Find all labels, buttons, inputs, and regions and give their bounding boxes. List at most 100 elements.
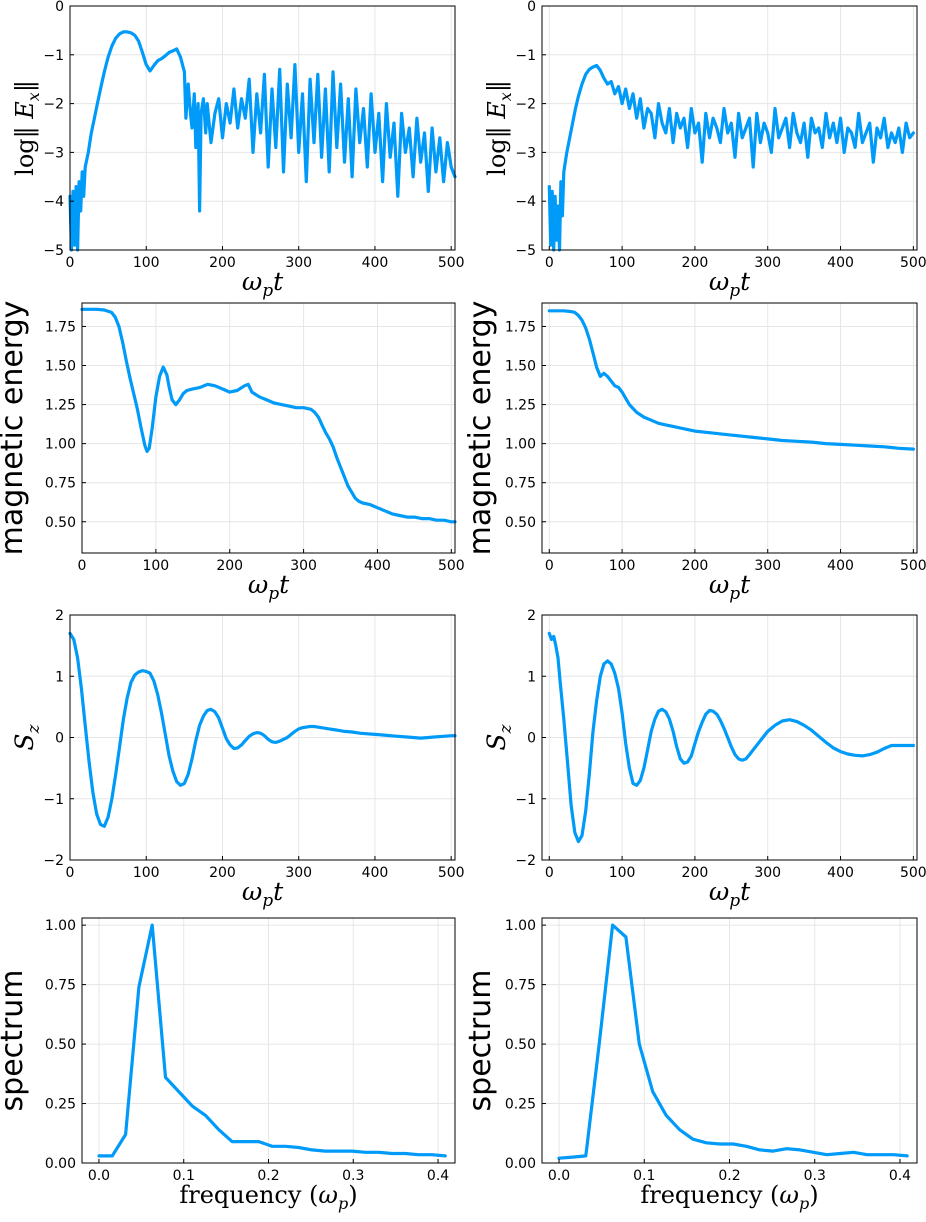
y-tick-label: 1.25 (505, 398, 536, 414)
series-line (547, 309, 915, 451)
chart-1-2: 0 100 200 300 400 500 −5 −4 −3 −2 −1 0 ωpt log‖ Ex‖ (483, 0, 926, 301)
x-axis-label: ωpt (709, 267, 751, 301)
x-axis-label: ωpt (242, 267, 284, 301)
x-tick-label: 0.2 (257, 1168, 279, 1184)
series-line (97, 923, 447, 1158)
x-tick-label: 500 (900, 255, 926, 271)
x-tick-label: 300 (754, 558, 781, 574)
x-tick-label: 200 (682, 255, 709, 271)
y-tick-label: −3 (43, 145, 64, 161)
x-axis-label: ωpt (242, 877, 284, 911)
x-tick-label: 200 (682, 558, 709, 574)
y-tick-label: −5 (515, 243, 536, 259)
chart-2-2: 0 100 200 300 400 500 0.50 0.75 1.00 1.25 1.50 1.75… (463, 301, 926, 604)
y-tick-label: 0.00 (45, 1156, 76, 1172)
x-tick-label: 0.1 (633, 1168, 655, 1184)
x-axis-label: frequency (ωp) (179, 1181, 357, 1213)
x-tick-label: 500 (438, 558, 465, 574)
series-line (68, 30, 457, 252)
y-tick-label: 1.75 (505, 319, 536, 335)
y-tick-label: 0.50 (45, 1037, 76, 1053)
x-tick-label: 0.0 (88, 1168, 110, 1184)
y-tick-label: −4 (515, 194, 536, 210)
series-line (557, 923, 909, 1160)
x-axis-label: ωpt (248, 570, 290, 604)
y-tick-label: 0.50 (505, 515, 536, 531)
series-line (68, 631, 457, 828)
y-tick-label: −4 (43, 194, 64, 210)
y-tick-label: −2 (43, 853, 64, 869)
chart-3-1: 0 100 200 300 400 500 −2 −1 0 1 2 ωpt Sz (10, 608, 465, 911)
y-tick-label: −5 (43, 243, 64, 259)
x-tick-label: 500 (438, 865, 465, 881)
y-axis-label: spectrum (0, 970, 30, 1112)
x-axis-label: ωpt (709, 570, 751, 604)
x-tick-label: 0.0 (548, 1168, 570, 1184)
y-tick-label: 0 (527, 731, 536, 747)
y-tick-label: 1.00 (505, 918, 536, 934)
x-tick-label: 100 (609, 255, 636, 271)
y-tick-label: 1.50 (45, 359, 76, 375)
x-tick-label: 500 (900, 865, 926, 881)
x-tick-label: 200 (209, 865, 236, 881)
y-axis-label: magnetic energy (0, 301, 30, 556)
y-tick-label: 1.50 (505, 359, 536, 375)
y-axis-label: log‖ Ex‖ (11, 80, 43, 176)
series-line (547, 63, 915, 252)
y-tick-label: 0.75 (45, 476, 76, 492)
x-tick-label: 500 (900, 558, 926, 574)
x-tick-label: 100 (142, 558, 169, 574)
x-tick-label: 0.3 (342, 1168, 364, 1184)
y-tick-label: 0 (55, 0, 64, 15)
x-tick-label: 400 (362, 865, 389, 881)
y-tick-label: 0.25 (505, 1097, 536, 1113)
y-tick-label: −1 (515, 48, 536, 64)
x-axis-label: frequency (ωp) (640, 1181, 818, 1213)
x-tick-label: 500 (438, 255, 465, 271)
plot-frame (541, 302, 918, 554)
plot-frame (69, 5, 456, 251)
y-tick-label: 2 (55, 608, 64, 624)
x-tick-label: 0 (78, 558, 87, 574)
y-tick-label: 2 (527, 608, 536, 624)
y-tick-label: −2 (43, 97, 64, 113)
x-tick-label: 100 (609, 865, 636, 881)
y-tick-label: 1 (55, 669, 64, 685)
y-tick-label: −2 (515, 97, 536, 113)
y-tick-label: 1.75 (45, 319, 76, 335)
series-line (547, 631, 915, 844)
chart-4-2: 0.0 0.1 0.2 0.3 0.4 0.00 0.25 0.50 0.75 1.00 frequ… (463, 917, 918, 1213)
y-tick-label: −1 (43, 48, 64, 64)
y-axis-label: magnetic energy (463, 301, 498, 556)
y-axis-label: Sz (482, 723, 516, 750)
x-tick-label: 300 (285, 865, 312, 881)
y-axis-label: log‖ Ex‖ (483, 80, 515, 176)
y-tick-label: 0.00 (505, 1156, 536, 1172)
x-tick-label: 300 (285, 255, 312, 271)
x-tick-label: 400 (364, 558, 391, 574)
x-tick-label: 100 (133, 255, 160, 271)
chart-4-1: 0.0 0.1 0.2 0.3 0.4 0.00 0.25 0.50 0.75 1.00 frequ… (0, 917, 456, 1213)
x-tick-label: 400 (362, 255, 389, 271)
x-tick-label: 100 (133, 865, 160, 881)
x-axis-label: ωpt (709, 877, 751, 911)
x-tick-label: 300 (754, 255, 781, 271)
x-tick-label: 300 (290, 558, 317, 574)
plot-frame (81, 302, 456, 554)
y-tick-label: 0.75 (45, 978, 76, 994)
y-axis-label: spectrum (463, 970, 498, 1112)
x-tick-label: 400 (827, 255, 854, 271)
x-tick-label: 400 (827, 558, 854, 574)
x-tick-label: 0 (66, 865, 75, 881)
y-tick-label: 1.00 (45, 918, 76, 934)
x-tick-label: 200 (209, 255, 236, 271)
x-tick-label: 0.4 (889, 1168, 911, 1184)
x-tick-label: 200 (682, 865, 709, 881)
x-tick-label: 0 (545, 558, 554, 574)
y-tick-label: −1 (43, 792, 64, 808)
chart-2-1: 0 100 200 300 400 500 0.50 0.75 1.00 1.25 1.50 1.75… (0, 301, 465, 604)
y-tick-label: −3 (515, 145, 536, 161)
y-tick-label: −1 (515, 792, 536, 808)
y-tick-label: 1 (527, 669, 536, 685)
chart-1-1: 0 100 200 300 400 500 −5 −4 −3 −2 −1 0 ωpt log‖ Ex‖ (11, 0, 465, 301)
